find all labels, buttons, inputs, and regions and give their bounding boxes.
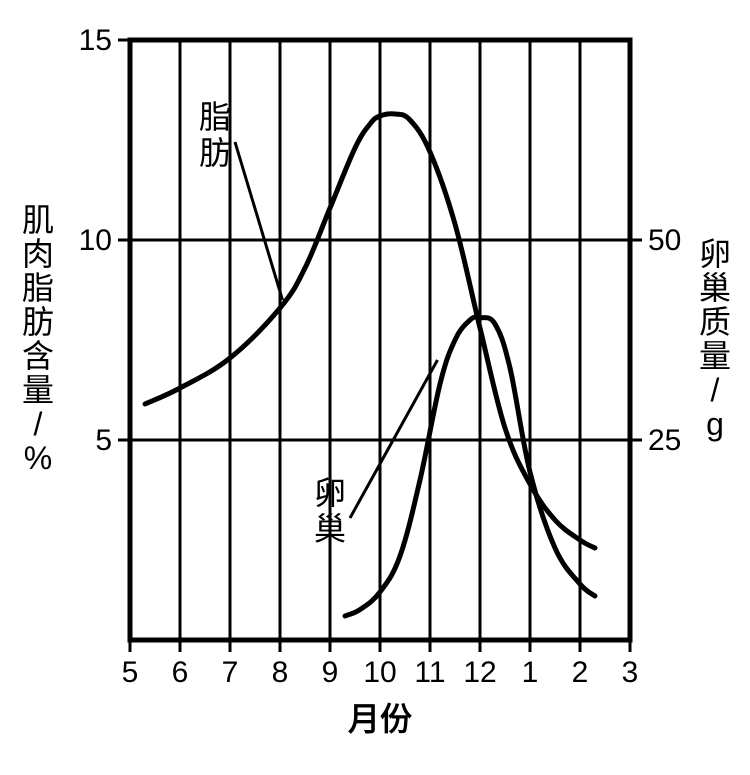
x-tick-label: 11	[414, 656, 445, 689]
x-tick-label: 9	[322, 656, 339, 689]
y-left-tick-label: 15	[79, 24, 112, 57]
y-right-axis-label: 量	[699, 338, 731, 374]
y-left-axis-label: 肉	[22, 236, 54, 272]
y-left-axis-label: /	[34, 406, 43, 442]
y-right-tick-label: 25	[648, 424, 681, 457]
series-label-ovary: 卵	[314, 475, 346, 511]
x-tick-label: 6	[172, 656, 189, 689]
y-left-axis-label: 肌	[22, 202, 54, 238]
x-tick-label: 7	[222, 656, 239, 689]
series-label-fat: 脂	[199, 99, 231, 135]
y-left-axis-label: %	[24, 440, 52, 476]
x-tick-label: 5	[122, 656, 139, 689]
y-left-tick-label: 5	[95, 424, 112, 457]
x-tick-label: 3	[622, 656, 639, 689]
x-tick-label: 8	[272, 656, 289, 689]
series-label-fat: 肪	[199, 135, 231, 171]
chart-container: 56789101112123月份51015肌肉脂肪含量/%2550卵巢质量/g脂…	[0, 0, 750, 775]
y-right-axis-label: 卵	[699, 236, 731, 272]
y-right-tick-label: 50	[648, 224, 681, 257]
y-right-axis-label: /	[711, 372, 720, 408]
y-left-tick-label: 10	[79, 224, 112, 257]
x-tick-label: 10	[363, 656, 396, 689]
y-left-axis-label: 含	[22, 338, 54, 374]
series-label-ovary: 巢	[314, 511, 346, 547]
y-right-axis-label: 质	[699, 304, 731, 340]
x-tick-label: 12	[463, 656, 496, 689]
y-left-axis-label: 肪	[22, 304, 54, 340]
x-tick-label: 1	[522, 656, 539, 689]
y-left-axis-label: 量	[22, 372, 54, 408]
chart-svg: 56789101112123月份51015肌肉脂肪含量/%2550卵巢质量/g脂…	[0, 0, 750, 775]
x-tick-label: 2	[572, 656, 589, 689]
y-left-axis-label: 脂	[22, 270, 54, 306]
y-right-axis-label: g	[706, 406, 724, 442]
x-axis-label: 月份	[348, 701, 412, 737]
y-right-axis-label: 巢	[699, 270, 731, 306]
